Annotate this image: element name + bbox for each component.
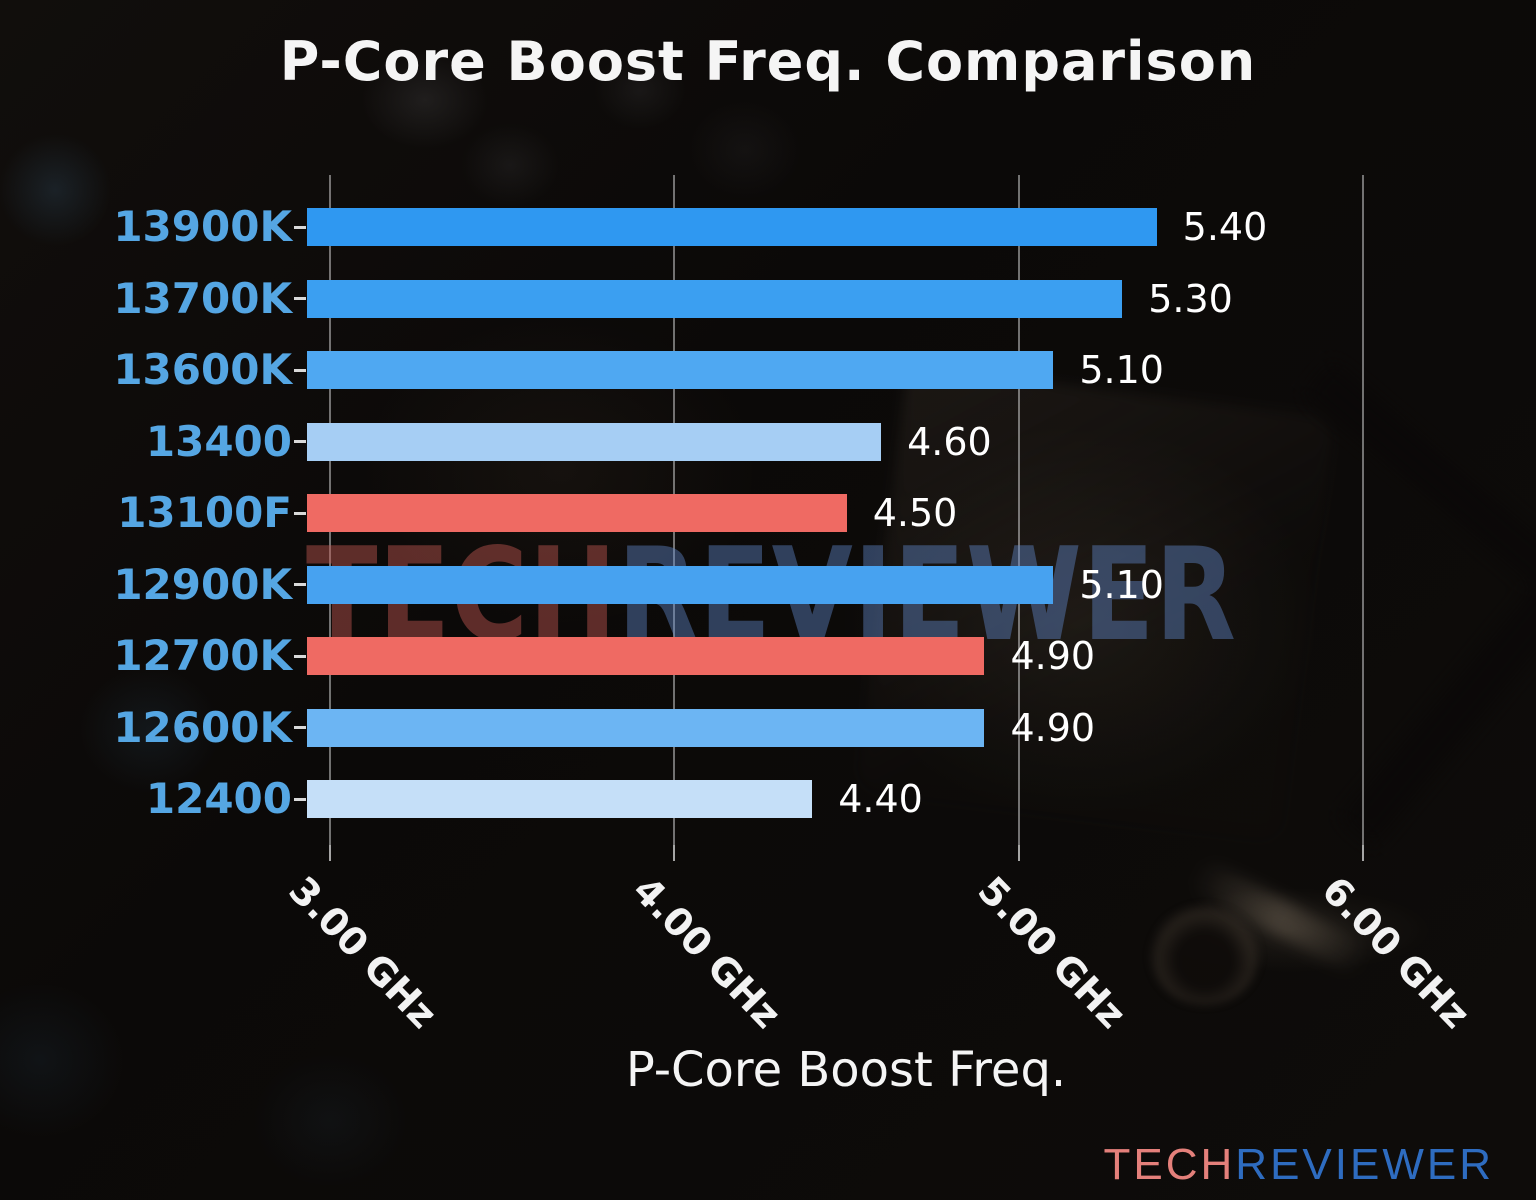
- y-tick-mark: [294, 583, 306, 586]
- bar-13600k: [307, 351, 1054, 389]
- category-label-13100f: 13100F: [117, 488, 292, 537]
- category-label-12600k: 12600K: [113, 702, 292, 752]
- bar-13900k: [307, 208, 1157, 246]
- category-label-13900k: 13900K: [113, 202, 292, 251]
- y-tick-mark: [294, 297, 306, 300]
- x-axis-title: P-Core Boost Freq.: [625, 1042, 1067, 1098]
- y-tick-mark: [294, 440, 306, 443]
- x-tick-mark: [1017, 845, 1020, 861]
- bar-value-label: 4.90: [1010, 705, 1096, 750]
- bar-value-label: 4.50: [872, 491, 958, 535]
- bar-value-label: 5.10: [1079, 562, 1164, 607]
- x-tick-mark: [673, 845, 676, 861]
- bar-value-label: 5.30: [1148, 276, 1233, 321]
- brand-logo-reviewer: REVIEWER: [1235, 1140, 1494, 1189]
- category-label-13600k: 13600K: [113, 345, 292, 394]
- category-label-12700k: 12700K: [113, 631, 292, 680]
- bar-13400: [307, 422, 882, 461]
- x-tick-mark: [329, 845, 332, 861]
- brand-logo-tech: TECH: [1103, 1140, 1236, 1189]
- bar-value-label: 4.40: [838, 777, 923, 821]
- bar-13700k: [307, 279, 1123, 318]
- bar-value-label: 5.40: [1182, 205, 1268, 249]
- category-label-12900k: 12900K: [113, 559, 292, 609]
- y-tick-mark: [294, 511, 306, 515]
- bar-12400: [307, 780, 813, 818]
- bar-value-label: 4.90: [1010, 634, 1096, 678]
- brand-logo: TECHREVIEWER: [1104, 1140, 1494, 1190]
- bar-13100f: [307, 494, 847, 532]
- bar-12700k: [307, 637, 985, 675]
- gridline: [1017, 175, 1020, 845]
- category-label-12400: 12400: [145, 774, 292, 823]
- category-label-13400: 13400: [145, 416, 292, 466]
- x-tick-mark: [1362, 845, 1365, 861]
- gridline: [1362, 175, 1365, 845]
- bar-value-label: 4.60: [907, 419, 992, 464]
- bar-12600k: [307, 708, 985, 747]
- bar-12900k: [307, 565, 1054, 604]
- y-tick-mark: [294, 726, 306, 729]
- y-tick-mark: [294, 368, 306, 372]
- chart-title: P-Core Boost Freq. Comparison: [279, 30, 1257, 93]
- category-label-13700k: 13700K: [113, 273, 292, 323]
- bar-value-label: 5.10: [1079, 348, 1164, 392]
- y-tick-mark: [294, 225, 306, 229]
- y-tick-mark: [294, 797, 306, 801]
- y-tick-mark: [294, 654, 306, 658]
